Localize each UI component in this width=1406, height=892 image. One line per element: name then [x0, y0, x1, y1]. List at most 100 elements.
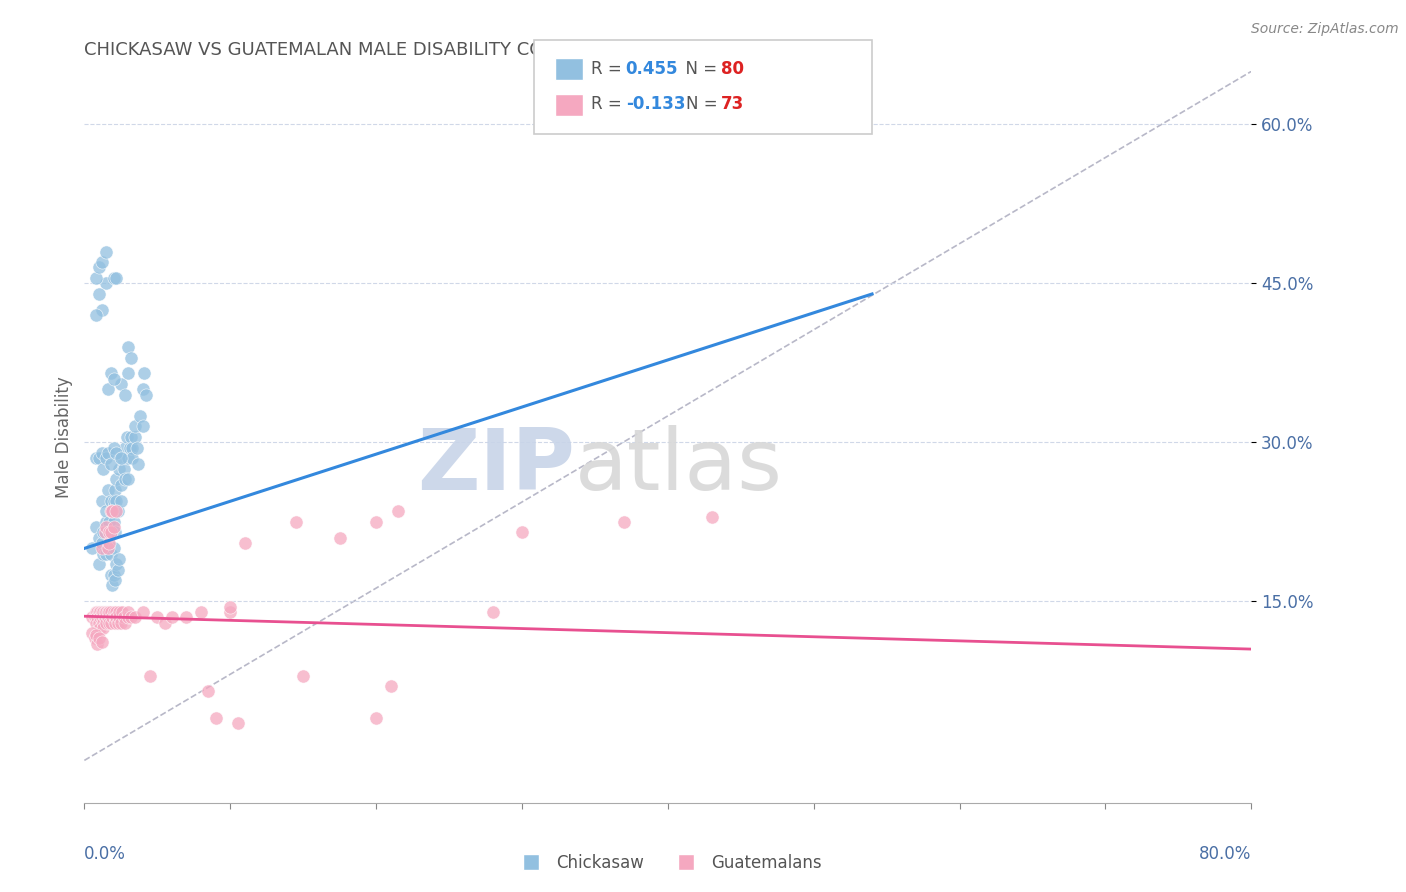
Point [96, 277, 118, 291]
Text: 80: 80 [721, 60, 744, 78]
Point [96, 504, 118, 518]
Point [103, 515, 125, 529]
Point [115, 430, 138, 444]
Point [97, 383, 120, 397]
Point [114, 615, 136, 630]
Point [107, 563, 129, 577]
Point [86, 610, 108, 624]
Point [108, 552, 131, 566]
Point [104, 615, 127, 630]
Point [96, 605, 118, 619]
Point [86, 605, 108, 619]
Point [153, 615, 176, 630]
Point [87, 605, 110, 619]
Point [120, 610, 142, 624]
Point [117, 367, 139, 381]
Point [613, 515, 636, 529]
Point [97, 610, 120, 624]
Point [89, 621, 111, 635]
Point [108, 605, 131, 619]
Point [90, 493, 112, 508]
Point [96, 520, 118, 534]
Point [197, 684, 219, 698]
Point [112, 610, 135, 624]
Point [108, 462, 131, 476]
Point [110, 477, 132, 491]
Point [117, 610, 139, 624]
Point [87, 451, 110, 466]
Point [87, 632, 110, 646]
Point [105, 605, 128, 619]
Point [97, 446, 120, 460]
Point [110, 493, 132, 508]
Point [83, 610, 105, 624]
Point [103, 372, 125, 386]
Point [118, 441, 141, 455]
Text: R =: R = [591, 95, 627, 113]
Point [124, 430, 146, 444]
Point [105, 493, 128, 508]
Point [98, 515, 121, 529]
Point [100, 605, 122, 619]
Point [89, 610, 111, 624]
Point [103, 605, 125, 619]
Point [90, 610, 112, 624]
Point [94, 525, 117, 540]
Point [101, 504, 124, 518]
Point [87, 558, 110, 572]
Y-axis label: Male Disability: Male Disability [55, 376, 73, 498]
Point [132, 605, 155, 619]
Point [481, 605, 505, 619]
Point [103, 271, 125, 285]
Point [114, 473, 136, 487]
Point [111, 451, 134, 466]
Point [117, 473, 139, 487]
Point [120, 351, 142, 365]
Point [176, 610, 198, 624]
Point [139, 668, 162, 682]
Point [121, 441, 143, 455]
Point [96, 547, 118, 561]
Point [107, 504, 129, 518]
Point [103, 493, 125, 508]
Point [132, 419, 155, 434]
Point [84, 451, 107, 466]
Point [700, 509, 723, 524]
Point [387, 504, 409, 518]
Point [100, 567, 122, 582]
Point [96, 244, 118, 259]
Point [366, 515, 388, 529]
Point [380, 679, 402, 693]
Point [100, 367, 122, 381]
Point [127, 457, 149, 471]
Point [91, 621, 114, 635]
Point [105, 504, 128, 518]
Point [121, 451, 143, 466]
Point [91, 605, 114, 619]
Point [204, 711, 226, 725]
Text: 0.0%: 0.0% [84, 846, 127, 863]
Text: ZIP: ZIP [416, 425, 575, 508]
Point [111, 605, 134, 619]
Point [104, 610, 127, 624]
Point [91, 525, 114, 540]
Point [94, 610, 117, 624]
Point [98, 525, 121, 540]
Point [97, 541, 120, 556]
Point [90, 302, 112, 317]
Point [91, 615, 114, 630]
Point [105, 610, 128, 624]
Point [110, 377, 132, 392]
Point [98, 615, 121, 630]
Point [292, 668, 315, 682]
Point [105, 473, 128, 487]
Point [94, 605, 117, 619]
Point [101, 610, 124, 624]
Point [90, 536, 112, 550]
Point [103, 520, 125, 534]
Point [83, 632, 105, 646]
Point [226, 716, 249, 731]
Point [108, 610, 131, 624]
Point [84, 615, 107, 630]
Point [124, 610, 146, 624]
